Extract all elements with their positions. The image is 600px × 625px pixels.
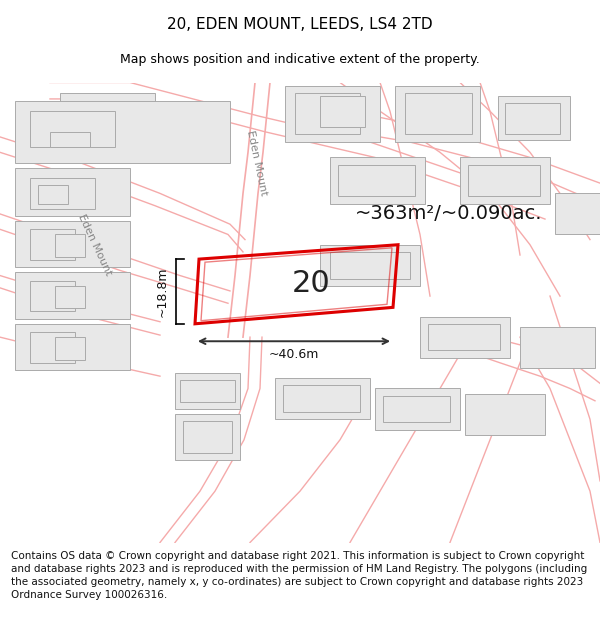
Polygon shape	[55, 337, 85, 360]
Polygon shape	[183, 421, 232, 453]
Polygon shape	[338, 164, 415, 196]
Polygon shape	[30, 111, 115, 148]
Polygon shape	[320, 96, 365, 127]
Polygon shape	[320, 245, 420, 286]
Polygon shape	[460, 158, 550, 204]
Polygon shape	[295, 92, 360, 134]
Polygon shape	[175, 414, 240, 461]
Text: Contains OS data © Crown copyright and database right 2021. This information is : Contains OS data © Crown copyright and d…	[11, 551, 587, 601]
Polygon shape	[15, 168, 130, 216]
Polygon shape	[15, 272, 130, 319]
Text: 20, EDEN MOUNT, LEEDS, LS4 2TD: 20, EDEN MOUNT, LEEDS, LS4 2TD	[167, 18, 433, 32]
Text: ~40.6m: ~40.6m	[269, 348, 319, 361]
Polygon shape	[30, 229, 75, 260]
Polygon shape	[498, 96, 570, 140]
Polygon shape	[505, 103, 560, 134]
Polygon shape	[428, 324, 500, 351]
Polygon shape	[555, 193, 600, 234]
Polygon shape	[283, 386, 360, 412]
Polygon shape	[30, 281, 75, 311]
Polygon shape	[15, 221, 130, 268]
Polygon shape	[30, 332, 75, 362]
Polygon shape	[375, 389, 460, 429]
Polygon shape	[38, 185, 68, 204]
Polygon shape	[330, 252, 410, 279]
Polygon shape	[82, 106, 120, 121]
Text: 20: 20	[292, 269, 331, 298]
Polygon shape	[465, 394, 545, 435]
Text: ~18.8m: ~18.8m	[155, 266, 169, 317]
Polygon shape	[50, 132, 90, 148]
Polygon shape	[285, 86, 380, 142]
Polygon shape	[405, 92, 472, 134]
Polygon shape	[180, 380, 235, 402]
Text: Eden Mount: Eden Mount	[245, 129, 269, 196]
Polygon shape	[60, 92, 155, 116]
Text: ~363m²/~0.090ac.: ~363m²/~0.090ac.	[355, 204, 542, 223]
Polygon shape	[55, 234, 85, 257]
Polygon shape	[395, 86, 480, 142]
Polygon shape	[275, 378, 370, 419]
Polygon shape	[15, 324, 130, 370]
Polygon shape	[175, 373, 240, 409]
Polygon shape	[520, 327, 595, 368]
Text: Map shows position and indicative extent of the property.: Map shows position and indicative extent…	[120, 53, 480, 66]
Polygon shape	[30, 178, 95, 209]
Polygon shape	[330, 158, 425, 204]
Polygon shape	[55, 286, 85, 308]
Text: Eden Mount: Eden Mount	[76, 213, 113, 277]
Polygon shape	[420, 317, 510, 357]
Polygon shape	[383, 396, 450, 422]
Polygon shape	[468, 164, 540, 196]
Polygon shape	[15, 101, 230, 162]
